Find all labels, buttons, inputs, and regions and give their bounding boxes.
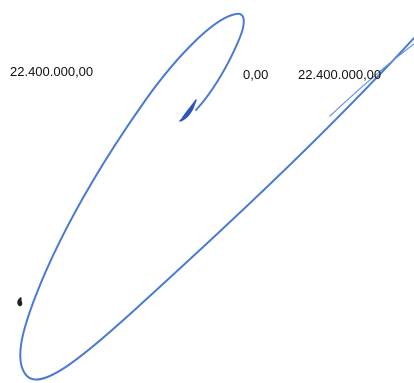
amount-label-zero: 0,00: [243, 67, 268, 83]
amount-label-right: 22.400.000,00: [298, 67, 381, 83]
scribble-mark: [180, 100, 196, 121]
amount-label-left: 22.400.000,00: [10, 64, 93, 80]
dark-mark: [17, 297, 22, 306]
